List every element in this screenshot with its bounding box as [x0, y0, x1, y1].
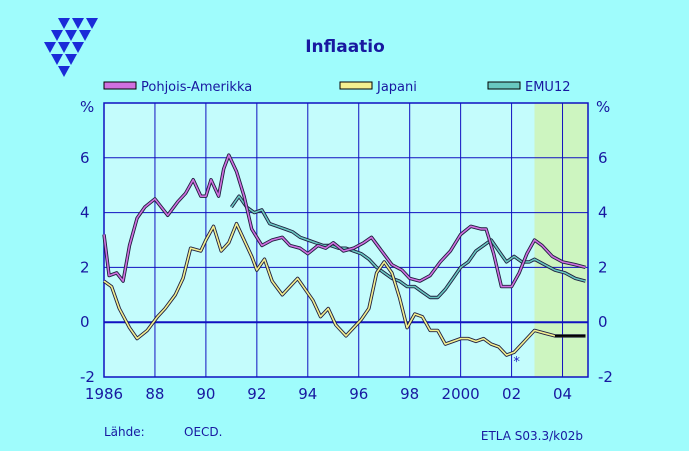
logo-triangle	[58, 18, 70, 29]
legend-swatch-emu12	[487, 81, 521, 90]
legend-label-emu12: EMU12	[525, 80, 571, 95]
legend-item-north-america: Pohjois-Amerikka	[103, 80, 252, 95]
x-axis-ticks: 1986 88 90 92 94 96 98 2000 02 04	[85, 385, 572, 403]
plot-background	[104, 103, 588, 377]
source-label: Lähde:	[104, 425, 145, 439]
x-tick-label: 2000	[442, 385, 480, 403]
y-tick-label-right: 0	[598, 313, 608, 331]
logo-triangle	[51, 30, 63, 41]
legend: Pohjois-Amerikka Japani EMU12	[103, 80, 571, 95]
source-value: OECD.	[184, 425, 222, 439]
y-tick-label-left: 6	[80, 149, 90, 167]
y-axis-ticks: -2 -2 0 0 2 2 4 4 6 6	[80, 149, 613, 386]
series-line-emu12	[230, 195, 586, 299]
footnote-marker: *	[513, 355, 520, 370]
logo-triangle	[72, 18, 84, 29]
chart-title: Inflaatio	[305, 37, 385, 57]
unit-right-label: %	[596, 98, 610, 116]
x-tick-label: 96	[349, 385, 368, 403]
logo-triangle	[44, 42, 56, 53]
legend-label-north-america: Pohjois-Amerikka	[141, 80, 252, 95]
unit-left-label: %	[80, 98, 94, 116]
legend-item-emu12: EMU12	[487, 80, 571, 95]
plot-area	[103, 102, 589, 378]
x-tick-label: 90	[196, 385, 215, 403]
logo-triangle	[72, 42, 84, 53]
x-tick-label: 04	[553, 385, 572, 403]
logo-triangle	[79, 30, 91, 41]
x-tick-label: 1986	[85, 385, 123, 403]
series-line-north-america	[103, 154, 586, 288]
x-tick-label: 88	[145, 385, 164, 403]
y-tick-label-right: 2	[598, 258, 608, 276]
logo-triangle	[51, 54, 63, 65]
logo-triangle	[65, 54, 77, 65]
legend-swatch-japan	[339, 81, 373, 90]
chart-code: ETLA S03.3/k02b	[481, 429, 583, 443]
x-tick-label: 02	[502, 385, 521, 403]
logo-triangle	[86, 18, 98, 29]
y-tick-label-right: 4	[598, 204, 608, 222]
y-tick-label-left: 2	[80, 258, 90, 276]
logo-triangle	[65, 30, 77, 41]
logo-triangle	[58, 66, 70, 77]
x-tick-label: 94	[298, 385, 317, 403]
y-tick-label-right: -2	[598, 368, 613, 386]
y-tick-label-right: 6	[598, 149, 608, 167]
etla-logo-icon	[44, 18, 98, 77]
y-tick-label-left: -2	[80, 368, 95, 386]
legend-item-japan: Japani	[339, 80, 417, 95]
series-line-japan	[103, 222, 586, 356]
x-tick-label: 98	[400, 385, 419, 403]
series-lines: *	[102, 153, 586, 370]
y-tick-label-left: 4	[80, 204, 90, 222]
legend-swatch-north-america	[103, 81, 137, 90]
x-tick-label: 92	[247, 385, 266, 403]
y-tick-label-left: 0	[80, 313, 90, 331]
logo-triangle	[58, 42, 70, 53]
legend-label-japan: Japani	[376, 80, 417, 95]
